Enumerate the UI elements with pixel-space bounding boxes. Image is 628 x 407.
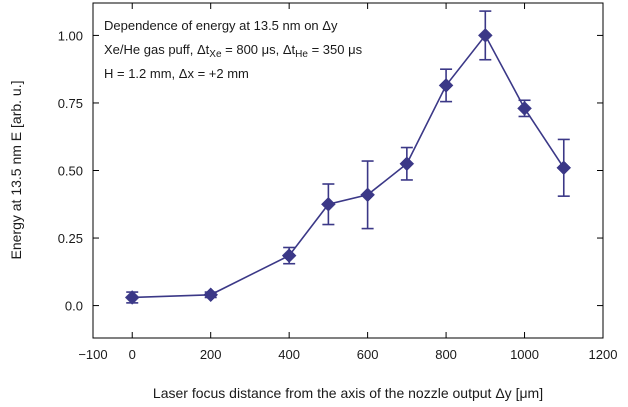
data-point [477, 28, 493, 43]
data-point [399, 156, 415, 172]
annotation-line-1: Dependence of energy at 13.5 nm on Δy [104, 18, 338, 33]
data-point [556, 160, 572, 176]
data-point [517, 101, 532, 116]
data-point [321, 196, 336, 212]
y-axis-label: Energy at 13.5 nm E [arb. u.] [8, 81, 24, 260]
y-tick-label: 1.00 [58, 28, 83, 43]
data-point [360, 187, 375, 203]
axis-tick-labels: −100 0 200 400 600 800 1000 1200 0.0 0.25 0.50 0.75… [58, 28, 618, 362]
data-point [438, 78, 454, 93]
x-tick-label: 1000 [510, 347, 539, 362]
data-point [281, 248, 297, 263]
data-point [203, 287, 219, 303]
annotation-line-3: H = 1.2 mm, Δx = +2 mm [104, 66, 249, 81]
y-tick-label: 0.75 [58, 96, 83, 111]
x-tick-label: −100 [78, 347, 107, 362]
annotation-line-2: Xe/He gas puff, ΔtXe = 800 μs, ΔtHe = 35… [104, 42, 363, 60]
x-tick-label: 200 [200, 347, 222, 362]
series-line [132, 33, 565, 299]
x-tick-label: 400 [278, 347, 300, 362]
y-tick-label: 0.25 [58, 231, 83, 246]
x-tick-label: 0 [129, 347, 136, 362]
x-tick-label: 1200 [589, 347, 618, 362]
x-tick-label: 800 [435, 347, 457, 362]
axis-ticks [92, 3, 604, 338]
data-point [124, 290, 140, 305]
y-tick-label: 0.0 [65, 299, 83, 314]
x-tick-label: 600 [357, 347, 379, 362]
data-series [124, 10, 572, 305]
y-tick-label: 0.50 [58, 164, 83, 179]
x-axis-label: Laser focus distance from the axis of th… [153, 385, 543, 401]
